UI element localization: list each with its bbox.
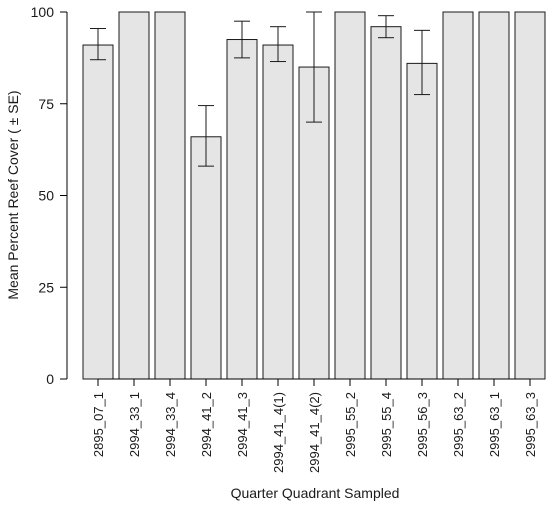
bar-2995_56_3 (406, 62, 438, 380)
x-tick-label-2994_41_2: 2994_41_2 (199, 392, 214, 457)
error-bar-2895_07_1 (90, 28, 106, 61)
y-axis-label: Mean Percent Reef Cover ( ± SE) (5, 90, 21, 299)
x-tick-label-2994_33_4: 2994_33_4 (163, 392, 178, 457)
error-bar-2994_41_4(1) (270, 26, 286, 63)
bar-2995_55_4 (370, 26, 402, 380)
x-tick-label-2995_55_2: 2995_55_2 (343, 392, 358, 457)
error-bar-2995_56_3 (414, 29, 430, 96)
error-bar-2995_55_4 (378, 15, 394, 39)
bar-2995_55_2 (334, 11, 366, 380)
x-tick-label-2895_07_1: 2895_07_1 (91, 392, 106, 457)
error-bar-2994_41_3 (234, 20, 250, 59)
x-tick-label-2995_63_2: 2995_63_2 (451, 392, 466, 457)
x-axis-label: Quarter Quadrant Sampled (231, 485, 400, 501)
x-tick-label-2995_63_3: 2995_63_3 (523, 392, 538, 457)
x-tick-label-2994_41_3: 2994_41_3 (235, 392, 250, 457)
y-tick-label-50: 50 (38, 188, 54, 204)
x-tick-label-2994_41_4(2): 2994_41_4(2) (307, 392, 322, 473)
x-tick-label-2994_41_4(1): 2994_41_4(1) (271, 392, 286, 473)
bar-2994_33_4 (154, 11, 186, 380)
x-axis: 2895_07_1 2994_33_1 2994_33_4 2994_41_2 2994… (91, 378, 538, 473)
y-tick-label-0: 0 (46, 371, 54, 387)
bar-2995_63_3 (514, 11, 546, 380)
error-bar-2994_41_4(2) (306, 11, 322, 123)
bar-2994_41_2 (190, 136, 222, 380)
error-bars-layer (90, 11, 430, 167)
y-axis: 0 25 50 75 100 (31, 4, 68, 387)
bar-2995_63_2 (442, 11, 474, 380)
bar-2895_07_1 (82, 44, 114, 380)
bars-layer (82, 11, 546, 380)
x-tick-label-2995_63_1: 2995_63_1 (487, 392, 502, 457)
error-bar-2994_41_2 (198, 105, 214, 167)
y-tick-label-75: 75 (38, 96, 54, 112)
bar-2994_33_1 (118, 11, 150, 380)
x-tick-label-2994_33_1: 2994_33_1 (127, 392, 142, 457)
y-tick-label-100: 100 (31, 4, 55, 20)
x-tick-label-2995_55_4: 2995_55_4 (379, 392, 394, 457)
bar-2994_41_3 (226, 39, 258, 380)
bar-2994_41_4(1) (262, 44, 294, 380)
y-tick-label-25: 25 (38, 279, 54, 295)
bar-2995_63_1 (478, 11, 510, 380)
x-tick-label-2995_56_3: 2995_56_3 (415, 392, 430, 457)
